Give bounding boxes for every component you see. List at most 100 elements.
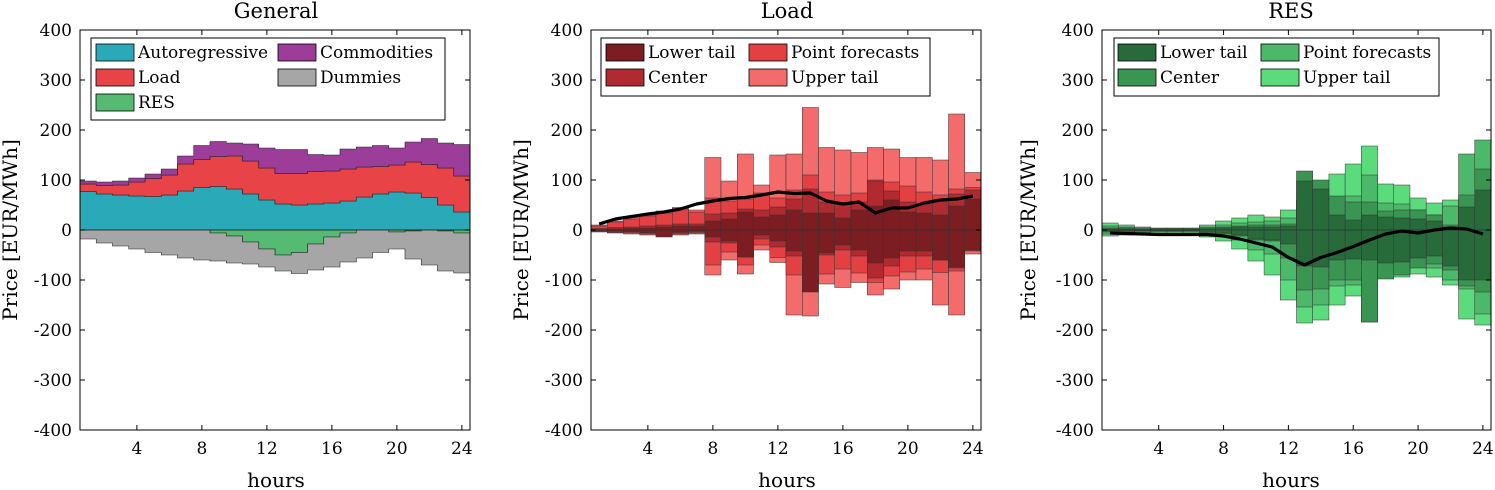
panel-general: General Price [EUR/MWh] hours -400 -300 -2… bbox=[0, 0, 473, 490]
res-bar-lower-tail-pos bbox=[1458, 206, 1476, 231]
res-bar-lower-tail-neg bbox=[1361, 229, 1378, 261]
load-legend-label-lower-tail: Lower tail bbox=[648, 43, 736, 63]
res-bar-lower-tail-pos bbox=[1296, 180, 1313, 231]
load-legend: Lower tail Point forecasts Center Upper … bbox=[600, 37, 931, 97]
res-ytick-label: 400 bbox=[1062, 21, 1094, 41]
res-bar-lower-tail-neg bbox=[1280, 229, 1297, 245]
load-bar-lower-tail-neg bbox=[720, 229, 738, 242]
general-legend-label-autoregressive: Autoregressive bbox=[137, 43, 268, 63]
general-legend-swatch-commodities bbox=[277, 43, 317, 62]
res-ylabel: Price [EUR/MWh] bbox=[1016, 139, 1040, 321]
load-xtick-label: 8 bbox=[707, 439, 718, 459]
general-legend-label-res: RES bbox=[138, 93, 175, 113]
general-ylabel: Price [EUR/MWh] bbox=[0, 139, 22, 321]
load-bar-lower-tail-pos bbox=[753, 216, 770, 231]
load-xtick-label: 20 bbox=[897, 439, 919, 459]
general-legend-swatch-dummies bbox=[277, 68, 317, 87]
res-legend-label-center: Center bbox=[1160, 68, 1220, 88]
general-legend: Autoregressive Commodities Load Dummies … bbox=[90, 37, 446, 121]
general-xtick-label: 12 bbox=[256, 439, 278, 459]
load-title: Load bbox=[761, 0, 814, 23]
res-bar-lower-tail-pos bbox=[1247, 226, 1265, 231]
load-bar-lower-tail-neg bbox=[802, 229, 819, 293]
load-legend-swatch-upper-tail bbox=[748, 68, 788, 87]
res-point-forecast-line bbox=[1110, 226, 1484, 267]
general-legend-label-dummies: Dummies bbox=[320, 68, 401, 88]
res-xtick-label: 4 bbox=[1153, 439, 1164, 459]
res-legend-swatch-lower-tail bbox=[1117, 43, 1157, 62]
load-bar-lower-tail-neg bbox=[964, 229, 982, 251]
load-bar-lower-tail-pos bbox=[883, 199, 900, 231]
load-ytick-label: -400 bbox=[545, 421, 583, 441]
res-bar-lower-tail-neg bbox=[1247, 229, 1265, 240]
res-bar-lower-tail-neg bbox=[1458, 229, 1476, 281]
res-xtick-label: 8 bbox=[1218, 439, 1229, 459]
load-legend-label-point-forecasts: Point forecasts bbox=[791, 43, 919, 63]
load-bar-lower-tail-pos bbox=[899, 211, 917, 231]
general-xlabel: hours bbox=[247, 468, 305, 490]
load-ytick-label: -300 bbox=[545, 371, 583, 391]
res-bar-lower-tail-neg bbox=[1296, 229, 1313, 267]
general-area-dummies bbox=[79, 229, 471, 274]
load-bar-lower-tail-neg bbox=[818, 229, 835, 254]
general-ytick-label: 0 bbox=[61, 221, 72, 241]
load-ytick-label: -100 bbox=[545, 271, 583, 291]
res-legend-label-point-forecasts: Point forecasts bbox=[1303, 43, 1431, 63]
general-legend-label-load: Load bbox=[138, 68, 181, 88]
load-bar-lower-tail-pos bbox=[769, 214, 787, 231]
load-legend-swatch-point-forecasts bbox=[748, 43, 788, 62]
res-xtick-label: 24 bbox=[1472, 439, 1494, 459]
panel-res: RES Price [EUR/MWh] hours -400 -300 -200 -1… bbox=[1016, 0, 1494, 490]
res-ytick-label: 300 bbox=[1062, 71, 1094, 91]
res-legend-swatch-point-forecasts bbox=[1260, 43, 1300, 62]
res-bar-lower-tail-pos bbox=[1377, 216, 1394, 231]
general-title: General bbox=[234, 0, 319, 23]
load-point-forecast-line bbox=[598, 190, 974, 226]
res-ytick-label: -200 bbox=[1056, 321, 1094, 341]
res-legend-swatch-center bbox=[1117, 68, 1157, 87]
load-bar-lower-tail-neg bbox=[704, 229, 722, 238]
load-bar-lower-tail-neg bbox=[867, 229, 884, 264]
res-bar-lower-tail-neg bbox=[1425, 229, 1443, 257]
load-bar-lower-tail-pos bbox=[932, 214, 949, 231]
general-legend-swatch-res bbox=[95, 93, 135, 112]
res-xtick-label: 20 bbox=[1407, 439, 1429, 459]
general-legend-swatch-load bbox=[95, 68, 135, 87]
load-legend-label-center: Center bbox=[648, 68, 708, 88]
load-bar-lower-tail-neg bbox=[948, 229, 965, 268]
load-bar-lower-tail-neg bbox=[834, 229, 852, 246]
res-bar-lower-tail-neg bbox=[1231, 229, 1249, 236]
res-bar-lower-tail-neg bbox=[1215, 229, 1232, 234]
load-xtick-label: 24 bbox=[962, 439, 984, 459]
load-bar-lower-tail-neg bbox=[639, 229, 657, 233]
load-ytick-label: 0 bbox=[572, 221, 583, 241]
res-legend: Lower tail Point forecasts Center Upper … bbox=[1113, 37, 1440, 97]
general-ytick-label: 400 bbox=[40, 21, 72, 41]
load-ytick-label: 300 bbox=[551, 71, 583, 91]
load-xtick-label: 16 bbox=[832, 439, 854, 459]
res-legend-label-upper-tail: Upper tail bbox=[1303, 68, 1391, 88]
load-bar-lower-tail-neg bbox=[883, 229, 900, 259]
load-bar-lower-tail-pos bbox=[688, 225, 705, 231]
load-bar-lower-tail-neg bbox=[899, 229, 917, 252]
load-bar-lower-tail-neg bbox=[785, 229, 803, 252]
res-bar-lower-tail-pos bbox=[1263, 226, 1281, 231]
res-bar-lower-tail-pos bbox=[1328, 214, 1346, 231]
general-xtick-label: 24 bbox=[451, 439, 473, 459]
res-title: RES bbox=[1268, 0, 1314, 23]
res-bar-lower-tail-neg bbox=[1263, 229, 1281, 241]
load-ytick-label: 200 bbox=[551, 121, 583, 141]
load-bar-lower-tail-neg bbox=[932, 229, 949, 261]
load-bar-lower-tail-pos bbox=[737, 211, 754, 231]
general-xtick-label: 20 bbox=[386, 439, 408, 459]
load-ylabel: Price [EUR/MWh] bbox=[509, 139, 533, 321]
load-xlabel: hours bbox=[758, 468, 816, 490]
general-ytick-label: -300 bbox=[34, 371, 72, 391]
load-ytick-label: 100 bbox=[551, 171, 583, 191]
load-xtick-label: 12 bbox=[767, 439, 789, 459]
load-bar-lower-tail-neg bbox=[769, 229, 787, 242]
general-ytick-label: -100 bbox=[34, 271, 72, 291]
res-bar-lower-tail-pos bbox=[1231, 226, 1249, 231]
res-ytick-label: -300 bbox=[1056, 371, 1094, 391]
